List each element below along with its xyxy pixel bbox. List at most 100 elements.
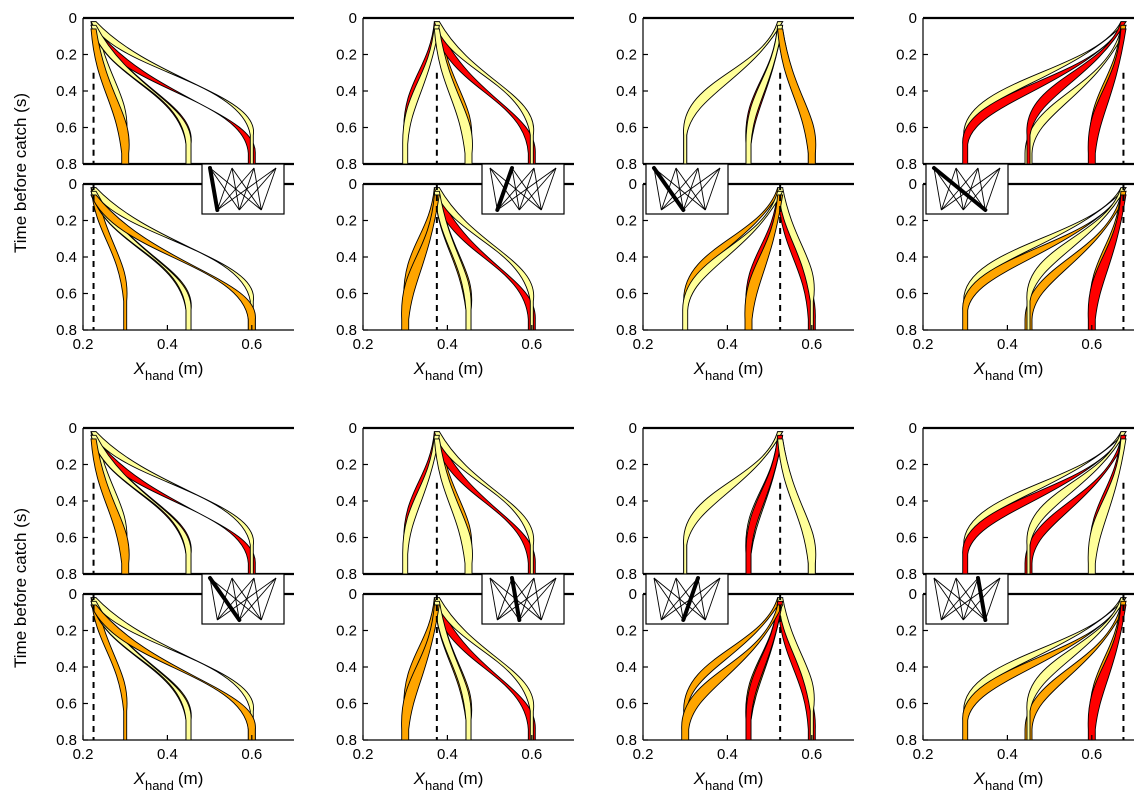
- subplot-top: 0 0.2 0.4 0.6 0.8: [616, 10, 854, 173]
- x-tick-label: 0.6: [241, 746, 262, 763]
- y-tick-label: 0.6: [616, 286, 637, 303]
- chart-panel-8: 00.20.40.60.800.20.40.60.80.2 0.4 0.6Xhand…: [896, 420, 1134, 793]
- subplot-top: 0 0.2 0.4 0.6 0.8: [336, 420, 574, 583]
- x-tick-label: 0.4: [437, 336, 458, 353]
- subplot-top: 0 0.2 0.4 0.6 0.8: [56, 10, 294, 173]
- inset-link: [496, 167, 535, 211]
- inset-highlight-link: [652, 166, 686, 212]
- x-axis-label-main: X: [973, 769, 986, 788]
- x-axis-label-main: X: [973, 359, 986, 378]
- inset-highlight-link: [208, 166, 220, 212]
- trajectory-band: [433, 28, 473, 165]
- y-tick-label: 0: [629, 420, 637, 437]
- inset-highlight-link: [932, 166, 988, 212]
- y-tick-label: 0.8: [336, 322, 357, 339]
- inset-link: [933, 577, 942, 621]
- inset-link: [962, 167, 1001, 211]
- y-tick-label: 0: [69, 176, 77, 193]
- inset-link: [940, 577, 957, 621]
- inset-highlight-link: [495, 166, 514, 212]
- y-tick-label: 0.4: [896, 249, 917, 266]
- y-tick-label: 0.6: [56, 120, 77, 137]
- x-tick-label: 0.4: [997, 336, 1018, 353]
- x-axis-label: Xhand (m): [693, 769, 764, 793]
- inset-link: [984, 167, 1001, 211]
- inset-link: [940, 577, 979, 621]
- y-tick-label: 0: [629, 586, 637, 603]
- chart-panel-6: 00.20.40.60.800.20.40.60.80.2 0.4 0.6Xhand…: [336, 420, 574, 793]
- x-tick-label: 0.6: [1081, 746, 1102, 763]
- inset-link: [704, 577, 721, 621]
- inset-link: [217, 577, 277, 621]
- y-tick-label: 0.4: [336, 493, 357, 510]
- inset-link: [260, 167, 277, 211]
- inset-link: [653, 167, 662, 211]
- inset-diagram: [201, 573, 285, 625]
- inset-link: [540, 167, 557, 211]
- chart-panel-4: 00.20.40.60.800.20.40.60.80.2 0.4 0.6Xhand…: [896, 10, 1134, 383]
- y-tick-label: 0.2: [616, 623, 637, 640]
- y-tick-label: 0.8: [896, 322, 917, 339]
- trajectory-band: [1087, 604, 1127, 741]
- x-tick-label: 0.6: [241, 336, 262, 353]
- inset-link: [216, 577, 255, 621]
- inset-diagram: [645, 163, 729, 215]
- x-axis-label-main: X: [133, 769, 146, 788]
- trajectory-band: [90, 187, 128, 331]
- trajectory-band: [433, 28, 536, 165]
- trajectory-band: [1024, 604, 1127, 741]
- inset-highlight-link: [510, 576, 522, 622]
- trajectory-band: [433, 438, 473, 575]
- inset-link: [518, 577, 557, 621]
- inset-highlight-link: [208, 576, 242, 622]
- chart-panel-3: 00.20.40.60.800.20.40.60.80.2 0.4 0.6Xhand…: [616, 10, 854, 383]
- inset-diagram: [201, 163, 285, 215]
- y-tick-label: 0.2: [896, 213, 917, 230]
- y-tick-label: 0.6: [336, 696, 357, 713]
- trajectory-band: [402, 434, 440, 575]
- trajectory-band: [90, 434, 192, 575]
- trajectory-band: [1087, 28, 1127, 165]
- y-tick-label: 0: [69, 10, 77, 27]
- y-tick-label: 0.4: [896, 659, 917, 676]
- x-tick-label: 0.2: [913, 746, 934, 763]
- inset-diagram: [925, 573, 1009, 625]
- y-tick-label: 0.8: [896, 566, 917, 583]
- trajectory-band: [433, 190, 472, 331]
- y-tick-label: 0.4: [336, 659, 357, 676]
- x-tick-label: 0.6: [1081, 336, 1102, 353]
- x-axis-label: Xhand (m): [413, 769, 484, 793]
- y-tick-label: 0.2: [56, 213, 77, 230]
- x-tick-label: 0.2: [73, 746, 94, 763]
- chart-panel-7: 00.20.40.60.800.20.40.60.80.2 0.4 0.6Xhand…: [616, 420, 854, 793]
- y-tick-label: 0.6: [896, 286, 917, 303]
- trajectory-band: [1026, 21, 1127, 165]
- chart-panel-5: 00.20.40.60.800.20.40.60.80.2 0.4 0.6Xhand…: [56, 420, 294, 793]
- y-tick-label: 0.8: [616, 732, 637, 749]
- trajectory-band: [433, 438, 536, 575]
- trajectory-band: [777, 597, 815, 741]
- x-axis-label-sub: hand: [985, 778, 1014, 793]
- trajectory-band: [962, 600, 1127, 741]
- y-tick-label: 0.8: [896, 156, 917, 173]
- trajectory-band: [683, 21, 784, 165]
- y-tick-label: 0.6: [56, 286, 77, 303]
- x-axis-label-main: X: [133, 359, 146, 378]
- x-axis-label-sub: hand: [705, 778, 734, 793]
- trajectory-band: [745, 24, 784, 165]
- x-tick-label: 0.6: [801, 336, 822, 353]
- y-axis-label-bottom: Time before catch (s): [11, 508, 30, 668]
- inset-link: [497, 167, 557, 211]
- trajectory-band: [1024, 194, 1127, 331]
- trajectory-band: [90, 604, 256, 741]
- x-tick-label: 0.4: [157, 336, 178, 353]
- trajectory-band: [401, 194, 440, 331]
- inset-link: [653, 577, 662, 621]
- inset-link: [489, 167, 498, 211]
- x-tick-label: 0.2: [913, 336, 934, 353]
